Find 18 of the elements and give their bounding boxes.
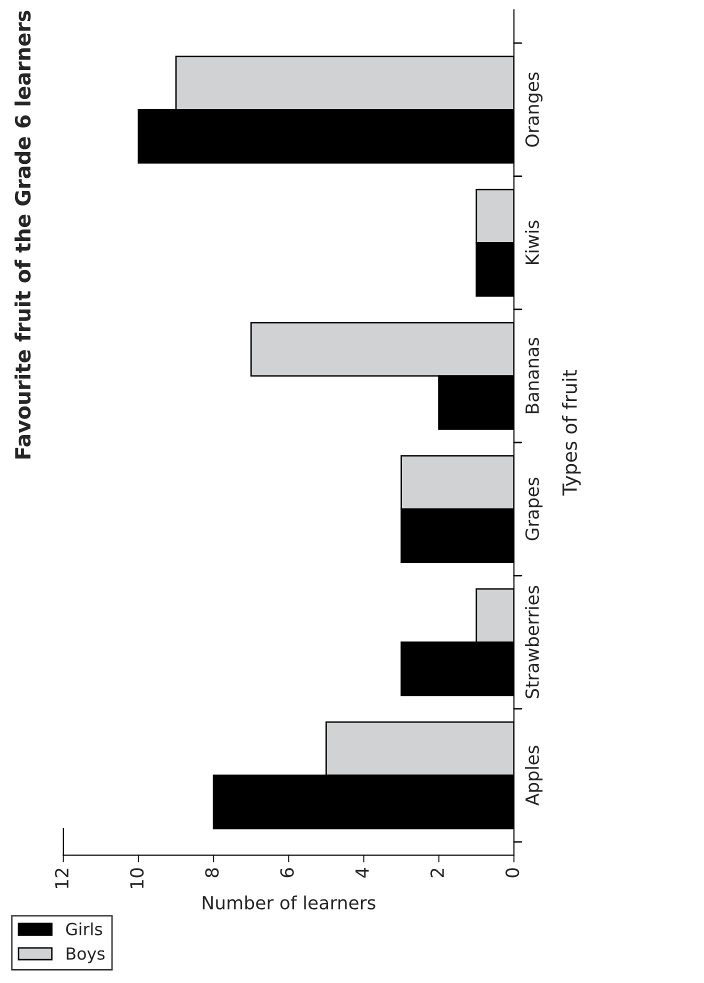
x-tick-label: 12: [54, 868, 68, 888]
x-tick-label: 6: [280, 868, 294, 878]
x-tick-label: 0: [506, 868, 520, 878]
legend-label: Girls: [66, 922, 102, 936]
y-axis-title: Types of fruit: [562, 370, 581, 496]
x-tick-label: 10: [130, 868, 144, 888]
x-axis-title: Number of learners: [202, 896, 376, 910]
y-tick-label: Apples: [525, 746, 543, 806]
y-tick-label: Strawberries: [525, 586, 540, 698]
y-tick-label: Bananas: [526, 338, 540, 414]
y-tick-label: Grapes: [525, 478, 543, 540]
x-tick-label: 4: [356, 868, 369, 878]
text: Favourite fruit of the Grade 6 learners: [14, 10, 31, 458]
y-tick-label: Oranges: [525, 72, 543, 147]
y-tick-label: Kiwis: [525, 220, 540, 264]
x-tick-label: 2: [430, 868, 444, 878]
x-tick-label: 8: [205, 868, 219, 878]
legend-label: Boys: [66, 947, 105, 964]
